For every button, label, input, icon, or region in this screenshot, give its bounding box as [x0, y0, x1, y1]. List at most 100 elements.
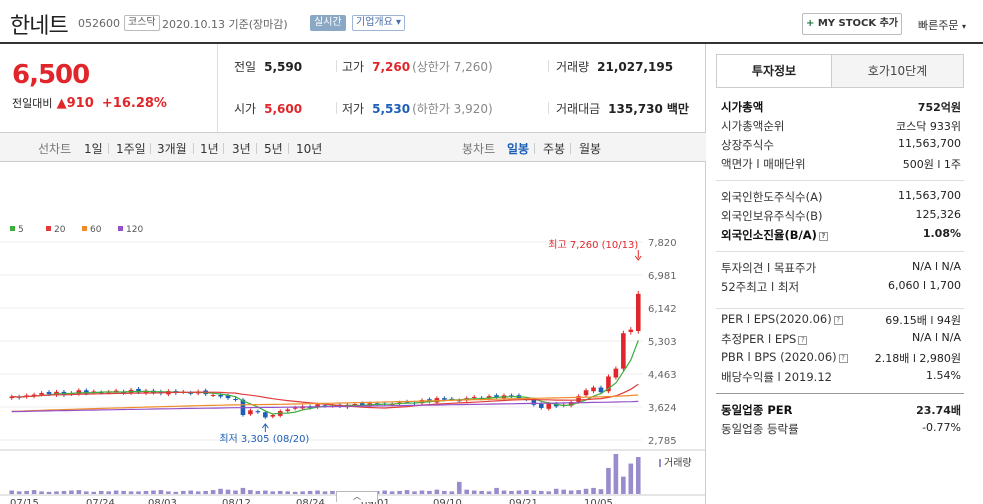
- volume-bar: [628, 463, 634, 494]
- info-row: 외국인한도주식수(A) 11,563,700: [721, 189, 961, 205]
- candle-body: [91, 391, 97, 393]
- candle-body: [292, 407, 298, 409]
- info-row: 배당수익률 l 2019.12 1.54%: [721, 369, 961, 385]
- volume-bar: [389, 491, 395, 494]
- divider: [716, 180, 964, 181]
- volume-bar: [143, 490, 149, 494]
- info-label: 52주최고 l 최저: [721, 280, 800, 294]
- chart-period-tabs: 선차트 1일 1주일 3개월 1년 3년 5년 10년 봉차트 일봉 주봉 월봉: [0, 132, 706, 162]
- stat-open: 시가 5,600: [234, 102, 303, 116]
- info-row: 투자의견 l 목표주가 N/A l N/A: [721, 260, 961, 276]
- company-overview-button[interactable]: 기업개요 ▾: [352, 15, 406, 31]
- current-price-box: 6,500 전일대비 ▲910 +16.28%: [0, 44, 218, 132]
- info-row: PBR l BPS (2020.06)? 2.18배 l 2,980원: [721, 350, 961, 366]
- tab-10y[interactable]: 10년: [296, 142, 323, 156]
- help-icon[interactable]: ?: [833, 316, 843, 325]
- candle-body: [539, 403, 544, 408]
- low-annotation: 최저 3,305 (08/20): [219, 433, 309, 445]
- tab-1y[interactable]: 1년: [200, 142, 219, 156]
- tab-investment-info[interactable]: 투자정보: [717, 55, 831, 87]
- help-icon[interactable]: ?: [798, 336, 808, 345]
- stock-header: 한네트 052600 코스닥 2020.10.13 기준(장마감) 실시간 기업…: [0, 0, 983, 44]
- volume-bar: [39, 491, 44, 494]
- volume-bar: [98, 490, 104, 494]
- help-icon[interactable]: ?: [818, 232, 828, 241]
- y-tick-label: 3,624: [648, 403, 677, 414]
- candle-body: [471, 396, 477, 398]
- volume-bar: [173, 491, 179, 494]
- volume-bar: [263, 490, 268, 494]
- volume-bar: [233, 490, 238, 494]
- info-value: 500원 l 1주: [902, 158, 961, 171]
- candle-body: [352, 404, 358, 406]
- candle-body: [322, 405, 328, 407]
- info-value: N/A l N/A: [912, 331, 961, 344]
- tab-3m[interactable]: 3개월: [157, 142, 187, 156]
- info-value: 23.74배: [916, 404, 961, 417]
- tab-monthly[interactable]: 월봉: [579, 142, 602, 156]
- current-price: 6,500: [12, 60, 90, 90]
- tab-order-book[interactable]: 호가10단계: [831, 55, 963, 87]
- chart-svg: 5 20 60 120 7,820 6,981 6,142 5,303 4,463 3,624 2,…: [0, 225, 706, 504]
- tab-weekly[interactable]: 주봉: [543, 142, 566, 156]
- volume-bar: [9, 490, 15, 494]
- tab-1d[interactable]: 1일: [84, 142, 103, 156]
- volume-bar: [509, 490, 514, 494]
- x-tick-label: 10/05: [584, 498, 613, 504]
- info-label: 시가총액순위: [721, 119, 785, 133]
- info-label: PBR l BPS (2020.06)?: [721, 350, 848, 364]
- price-chart: 5 20 60 120 7,820 6,981 6,142 5,303 4,463 3,624 2,…: [0, 162, 706, 504]
- legend-swatch: [118, 226, 123, 231]
- market-badge: 코스닥: [124, 15, 160, 31]
- info-value: 코스닥 933위: [896, 120, 961, 133]
- volume-bar: [382, 490, 387, 494]
- volume-bar: [434, 489, 440, 494]
- volume-bar: [84, 491, 89, 494]
- candle-body: [263, 412, 268, 418]
- info-value: N/A l N/A: [912, 260, 961, 273]
- tab-5y[interactable]: 5년: [264, 142, 283, 156]
- candle-body: [76, 390, 82, 394]
- candle-body: [136, 388, 141, 393]
- volume-bar: [255, 490, 261, 494]
- candle-body: [546, 403, 552, 409]
- realtime-button[interactable]: 실시간: [310, 15, 346, 31]
- tab-daily[interactable]: 일봉: [507, 142, 530, 156]
- candle-body: [9, 396, 15, 399]
- volume-bar: [322, 491, 328, 494]
- volume-bar: [471, 490, 477, 494]
- candle-body: [442, 398, 447, 400]
- info-row: 시가총액순위 코스닥 933위: [721, 118, 961, 134]
- volume-bar: [427, 490, 432, 494]
- tab-3y[interactable]: 3년: [232, 142, 251, 156]
- info-label: 동일업종 등락률: [721, 422, 799, 436]
- info-label: 시가총액: [721, 100, 764, 114]
- stat-amount: 거래대금 135,730 백만: [556, 102, 689, 116]
- candle-body: [113, 390, 119, 392]
- x-tick-label: 08/03: [148, 498, 177, 504]
- info-value: 1.54%: [926, 369, 961, 382]
- volume-bar: [635, 457, 641, 494]
- stat-low: 저가 5,530 (하한가 3,920): [342, 102, 493, 116]
- divider: [716, 251, 964, 252]
- line-chart-label: 선차트: [38, 142, 72, 156]
- info-tabs: 투자정보 호가10단계: [716, 54, 964, 88]
- basis-date: 2020.10.13 기준(장마감): [162, 18, 288, 31]
- volume-bar: [91, 491, 97, 494]
- divider: [716, 308, 964, 309]
- tab-1w[interactable]: 1주일: [116, 142, 146, 156]
- collapse-toggle[interactable]: ︿: [336, 491, 378, 502]
- volume-bar: [449, 491, 455, 494]
- candle-body: [583, 390, 589, 396]
- info-label: 상장주식수: [721, 138, 774, 152]
- info-row: PER l EPS(2020.06)? 69.15배 l 94원: [721, 312, 961, 328]
- candle-body: [591, 387, 596, 392]
- candle-body: [628, 329, 634, 332]
- info-row: 시가총액 752억원: [721, 99, 961, 115]
- help-icon[interactable]: ?: [838, 354, 848, 363]
- volume-bar: [61, 490, 67, 494]
- info-row: 액면가 l 매매단위 500원 l 1주: [721, 156, 961, 172]
- my-stock-add-button[interactable]: + MY STOCK 추가: [802, 13, 902, 35]
- volume-bar: [568, 490, 574, 494]
- quick-order-button[interactable]: 빠른주문 ▾: [918, 19, 966, 32]
